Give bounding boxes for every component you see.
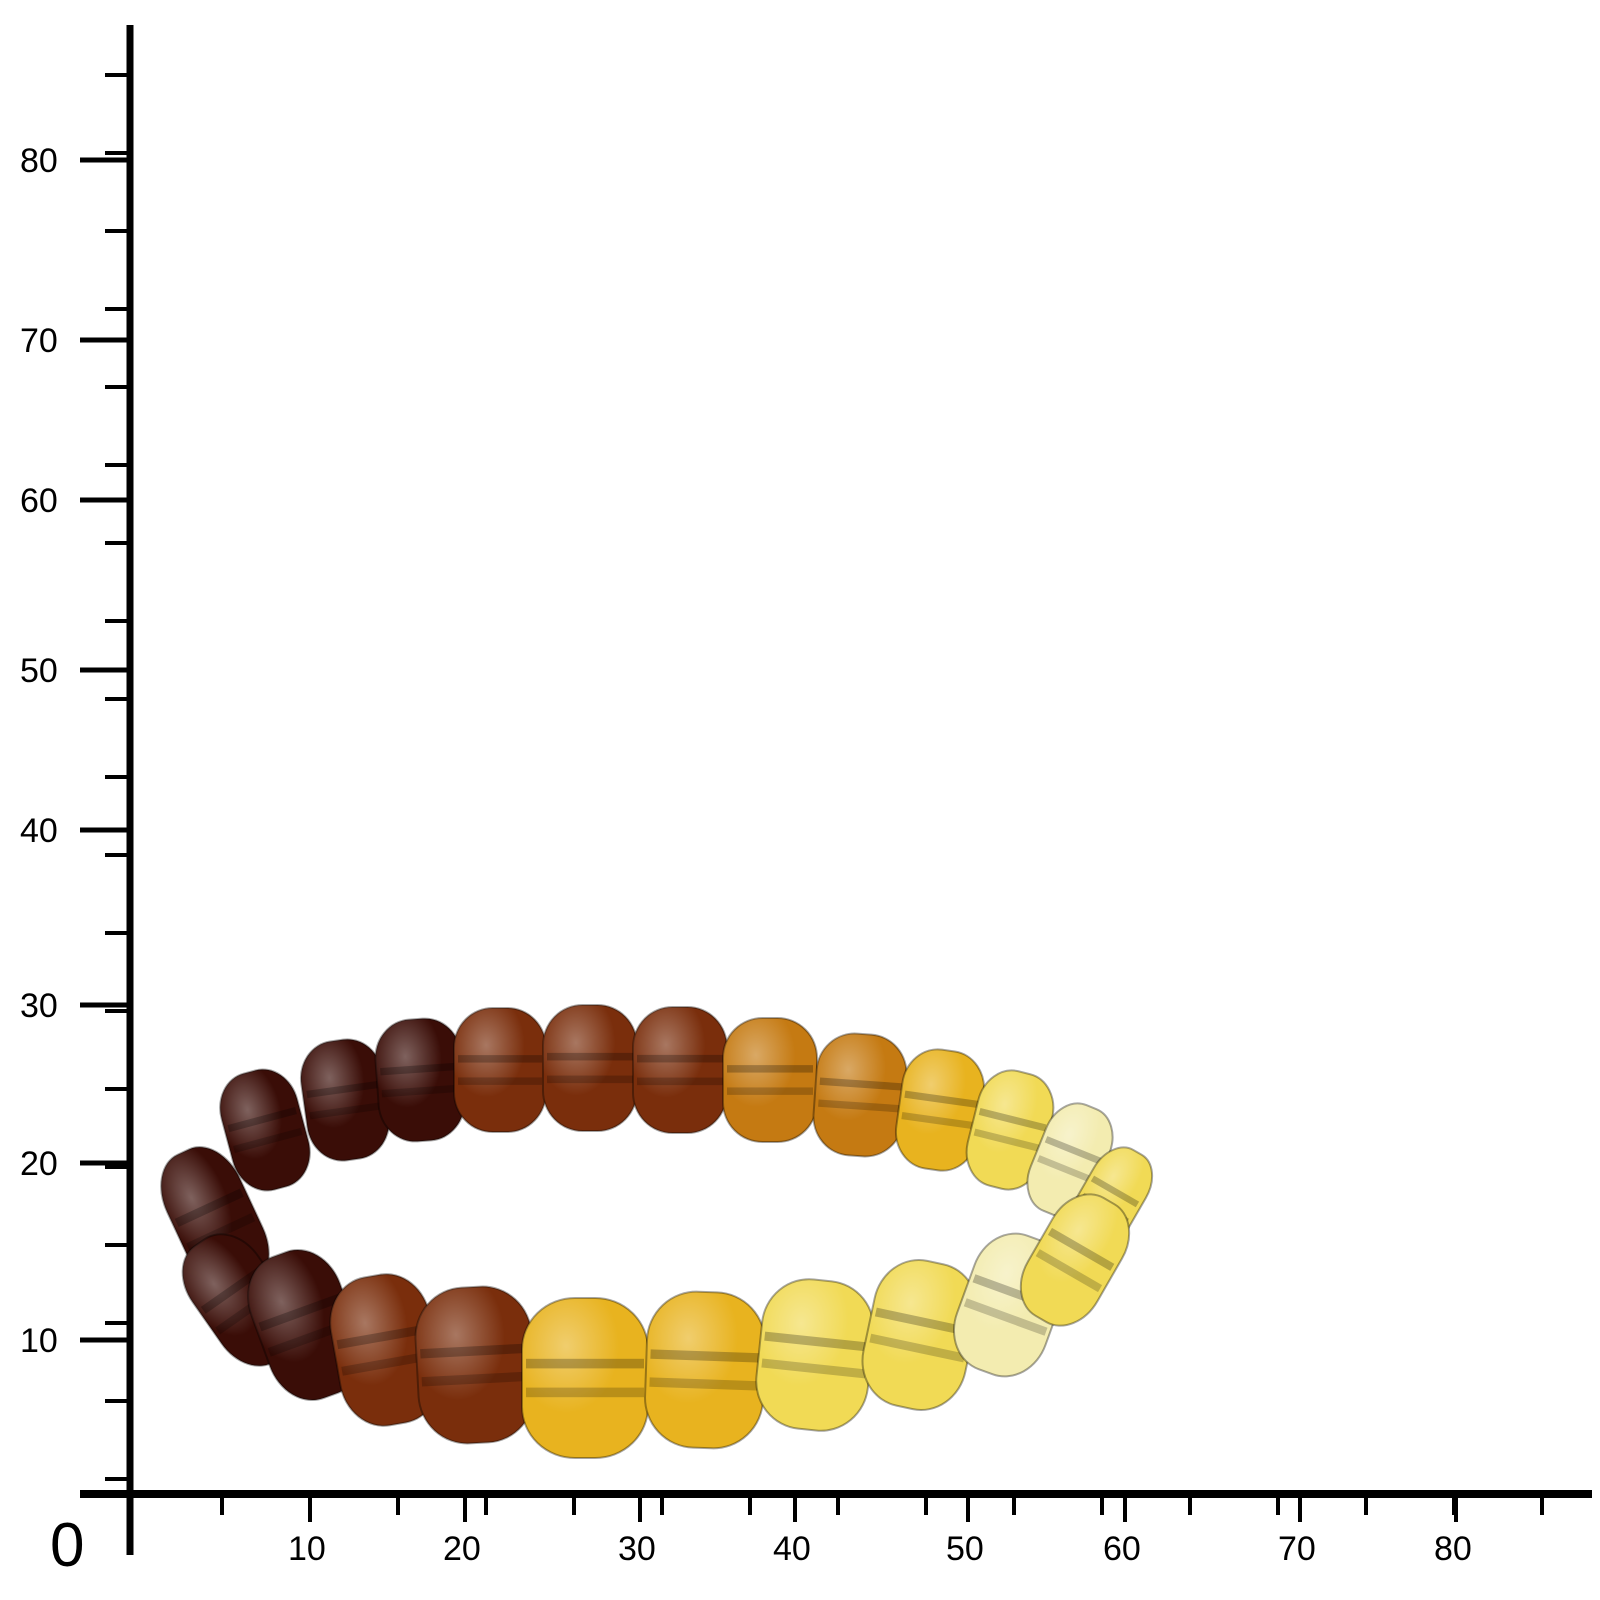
ruler-x-tick-label: 80 (1434, 1530, 1472, 1568)
amber-bead (965, 1069, 1055, 1191)
ruler-x-tick-label: 50 (946, 1530, 984, 1568)
amber-bead (414, 1285, 536, 1445)
amber-bead (644, 1290, 766, 1450)
amber-bead (894, 1048, 986, 1172)
measurement-ruler: 10 20 30 40 50 60 70 80 10 20 30 40 50 60 70 80 0 (20, 25, 1592, 1580)
amber-bead (521, 1297, 649, 1459)
amber-bead (219, 1068, 311, 1192)
ruler-y-tick-label: 30 (20, 987, 58, 1025)
amber-bead (1019, 1193, 1131, 1327)
amber-bead (542, 1004, 638, 1132)
ruler-origin-label: 0 (50, 1511, 84, 1580)
ruler-y-tick-label: 60 (20, 482, 58, 520)
ruler-x-tick-label: 40 (773, 1530, 811, 1568)
ruler-y-tick-label: 70 (20, 322, 58, 360)
amber-bead (812, 1032, 908, 1158)
amber-bead (329, 1273, 441, 1427)
amber-bead (299, 1038, 391, 1162)
ruler-x-tick-label: 10 (288, 1530, 326, 1568)
amber-bracelet (160, 1004, 1154, 1459)
amber-bead (722, 1017, 818, 1143)
ruler-y-tick-label: 80 (20, 142, 58, 180)
ruler-x-tick-label: 70 (1278, 1530, 1316, 1568)
ruler-x-ticks: 10 20 30 40 50 60 70 80 (220, 1494, 1544, 1568)
ruler-y-tick-label: 50 (20, 652, 58, 690)
ruler-y-tick-label: 10 (20, 1322, 58, 1360)
amber-bead (247, 1248, 363, 1402)
ruler-x-tick-label: 60 (1103, 1530, 1141, 1568)
amber-bead (453, 1007, 547, 1133)
amber-bead (755, 1278, 875, 1432)
amber-bead (632, 1006, 728, 1134)
ruler-y-tick-label: 40 (20, 812, 58, 850)
ruler-y-tick-label: 20 (20, 1145, 58, 1183)
ruler-x-tick-label: 20 (443, 1530, 481, 1568)
ruler-y-ticks: 10 20 30 40 50 60 70 80 (20, 73, 130, 1481)
ruler-x-tick-label: 30 (618, 1530, 656, 1568)
